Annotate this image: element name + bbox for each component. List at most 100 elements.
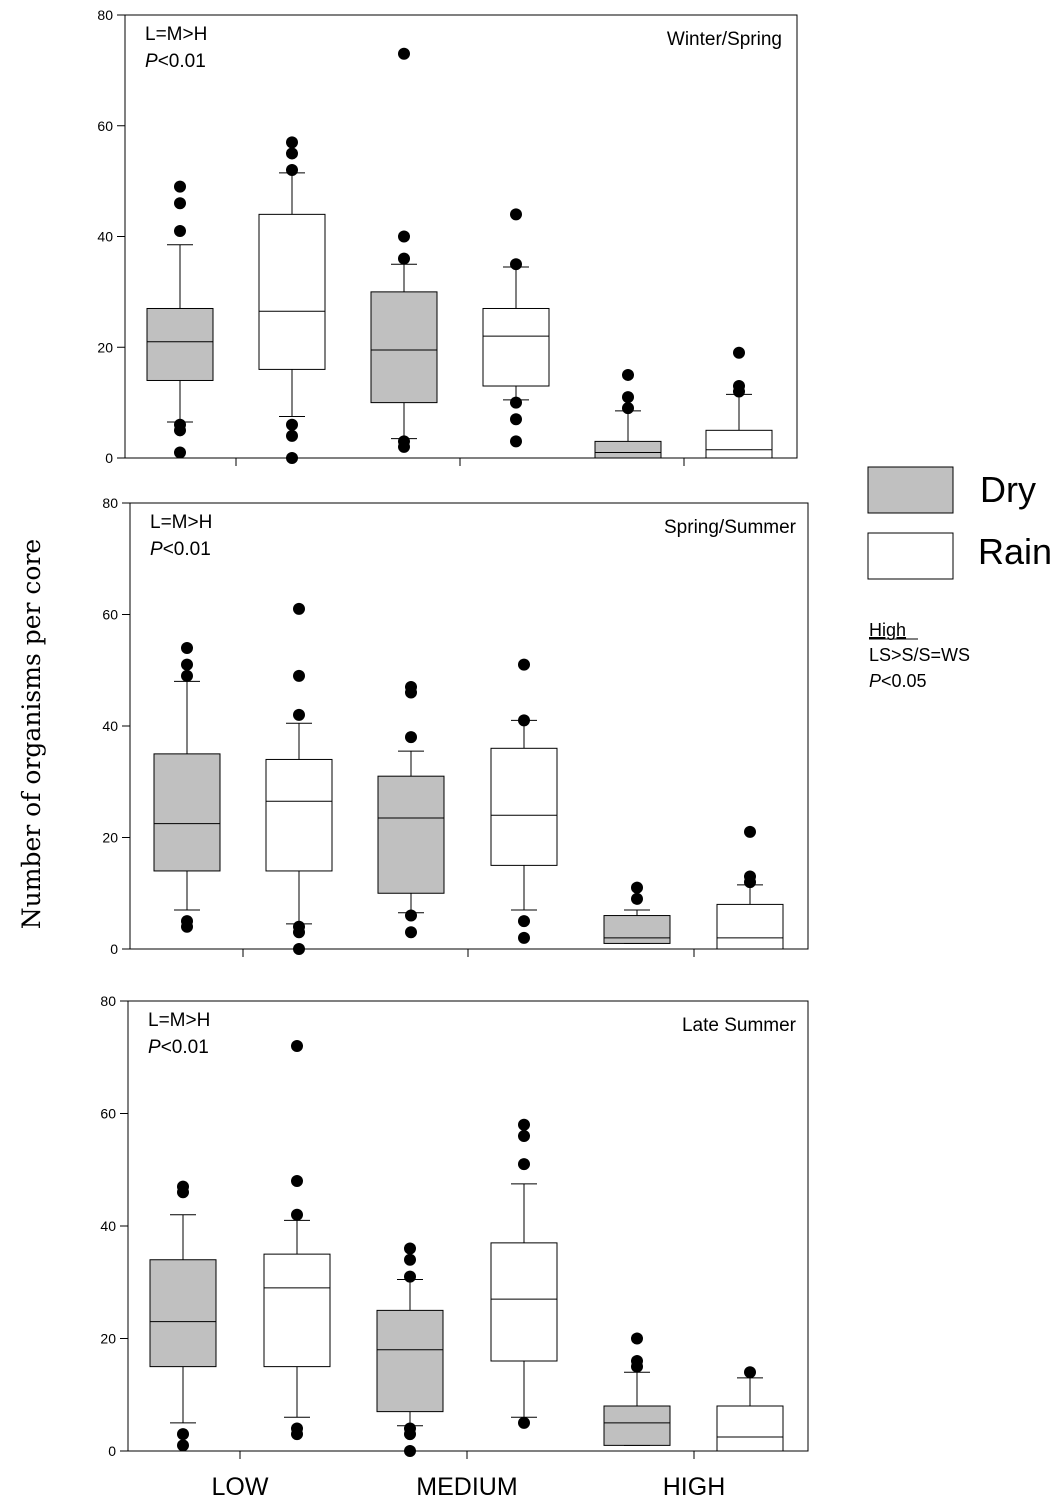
- outlier-point: [631, 1360, 643, 1373]
- box-iqr: [594, 440, 662, 459]
- outlier-point: [518, 1416, 530, 1429]
- outlier-point: [181, 641, 193, 654]
- note-heading: High: [869, 620, 906, 640]
- box-iqr: [716, 1405, 784, 1452]
- outlier-point: [510, 208, 522, 221]
- outlier-point: [286, 429, 298, 442]
- outlier-point: [181, 920, 193, 933]
- outlier-point: [518, 1130, 530, 1142]
- box-iqr: [258, 213, 326, 370]
- y-tick-label: 40: [100, 1218, 116, 1234]
- outlier-point: [293, 943, 305, 955]
- box-rain-high: [716, 825, 784, 950]
- y-tick-label: 40: [102, 718, 118, 734]
- y-tick-label: 80: [97, 7, 113, 23]
- high-note: High LS>S/S=WS P<0.05: [869, 620, 970, 691]
- box-dry-medium: [370, 47, 438, 453]
- plot-frame: [124, 14, 798, 459]
- plot-frame: [127, 1000, 809, 1452]
- outlier-point: [174, 180, 186, 193]
- outlier-point: [291, 1175, 303, 1187]
- outlier-point: [622, 368, 634, 381]
- panel-3: 0 20 40 60 80 L=M>H P<0.01 Late Summer LOW MEDIUM…: [100, 993, 809, 1501]
- box-iqr: [482, 307, 550, 387]
- x-category-label-high: HIGH: [663, 1473, 726, 1501]
- outlier-point: [510, 435, 522, 448]
- outlier-point: [293, 926, 305, 939]
- annotation-p-rest: <0.01: [163, 539, 211, 560]
- outlier-point: [286, 136, 298, 149]
- box-iqr: [490, 1242, 558, 1362]
- outlier-point: [174, 197, 186, 210]
- box-rain-high: [705, 346, 773, 459]
- note-line1: LS>S/S=WS: [869, 645, 970, 665]
- outlier-point: [404, 1242, 416, 1255]
- legend-label-rain: Rain: [978, 531, 1052, 572]
- box-dry-low: [146, 180, 214, 459]
- box-rain-medium: [482, 208, 550, 448]
- box-iqr: [490, 747, 558, 866]
- x-category-label-low: LOW: [212, 1473, 269, 1501]
- box-iqr: [263, 1253, 331, 1368]
- outlier-point: [510, 396, 522, 409]
- panels: 020406080L=M>HP<0.01Winter/Spring0204060…: [97, 7, 809, 1501]
- outlier-point: [405, 909, 417, 922]
- outlier-point: [744, 876, 756, 889]
- box-iqr: [705, 429, 773, 459]
- outlier-point: [405, 686, 417, 699]
- y-tick-label: 40: [97, 229, 113, 245]
- outlier-point: [177, 1186, 189, 1199]
- box-rain-high: [716, 1366, 784, 1452]
- box-rain-low: [265, 602, 333, 955]
- box-rain-medium: [490, 658, 558, 944]
- outlier-point: [518, 658, 530, 671]
- panel-title: Winter/Spring: [667, 29, 782, 50]
- y-axis-label: Number of organisms per core: [17, 539, 46, 929]
- panel-title: Spring/Summer: [664, 517, 797, 538]
- outlier-point: [404, 1253, 416, 1266]
- box-iqr: [377, 775, 445, 894]
- box-dry-low: [153, 641, 221, 933]
- legend-swatch-dry: [867, 466, 954, 514]
- outlier-point: [286, 418, 298, 431]
- outlier-point: [622, 391, 634, 404]
- annotation-p: P: [145, 51, 158, 72]
- outlier-point: [174, 224, 186, 237]
- x-category-label-medium: MEDIUM: [416, 1473, 517, 1501]
- outlier-point: [174, 424, 186, 437]
- y-tick-label: 60: [100, 1106, 116, 1122]
- outlier-point: [291, 1040, 303, 1052]
- outlier-point: [291, 1208, 303, 1221]
- outlier-point: [518, 915, 530, 928]
- legend: Dry Rain: [867, 466, 1052, 580]
- outlier-point: [405, 926, 417, 939]
- outlier-point: [518, 931, 530, 944]
- annotation-p-rest: <0.01: [161, 1037, 209, 1058]
- annotation-pvalue: P<0.01: [150, 539, 211, 560]
- box-rain-low: [263, 1040, 331, 1441]
- outlier-point: [293, 669, 305, 682]
- outlier-point: [398, 47, 410, 60]
- outlier-point: [398, 440, 410, 453]
- outlier-point: [631, 881, 643, 894]
- outlier-point: [177, 1428, 189, 1441]
- panel-2: 0 20 40 60 80 L=M>H P<0.01 Spring/Summer: [102, 495, 809, 957]
- outlier-point: [744, 1366, 756, 1379]
- box-dry-high: [594, 368, 662, 459]
- box-iqr: [603, 1405, 671, 1446]
- outlier-point: [404, 1428, 416, 1441]
- box-dry-high: [603, 1332, 671, 1446]
- outlier-point: [398, 252, 410, 265]
- outlier-point: [631, 892, 643, 905]
- y-tick-label: 20: [100, 1331, 116, 1347]
- box-iqr: [265, 758, 333, 872]
- box-rain-medium: [490, 1118, 558, 1429]
- outlier-point: [518, 1118, 530, 1131]
- box-iqr: [146, 307, 214, 381]
- legend-label-dry: Dry: [980, 469, 1036, 510]
- box-dry-medium: [377, 680, 445, 939]
- y-tick-label: 60: [97, 118, 113, 134]
- box-dry-low: [149, 1180, 217, 1452]
- box-rain-low: [258, 136, 326, 464]
- outlier-point: [181, 658, 193, 671]
